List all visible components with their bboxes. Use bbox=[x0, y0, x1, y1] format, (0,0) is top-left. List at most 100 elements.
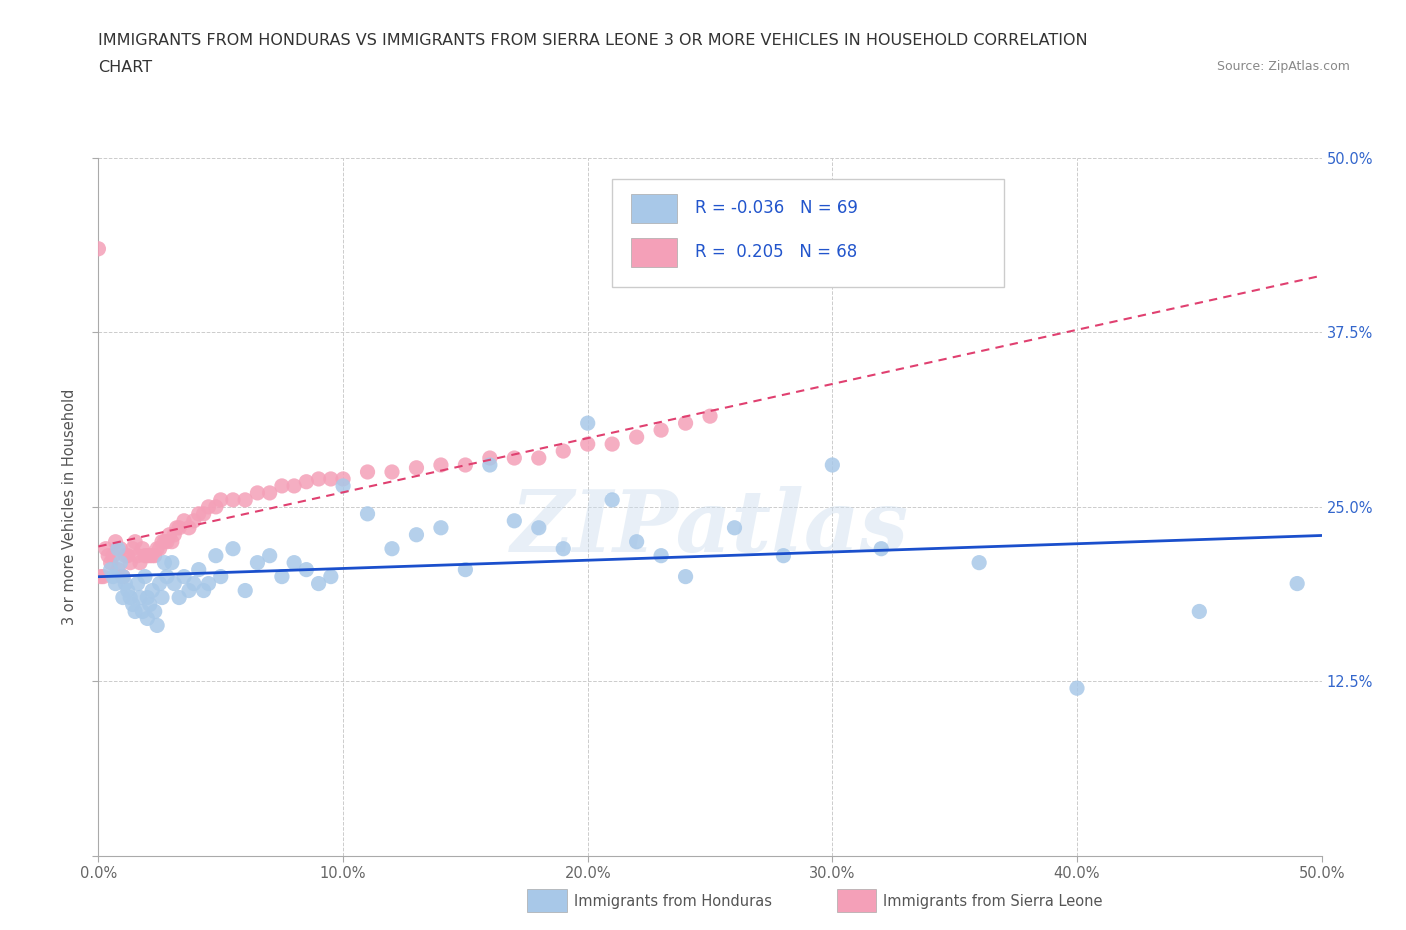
FancyBboxPatch shape bbox=[630, 193, 678, 223]
Point bbox=[405, 527, 427, 542]
Point bbox=[405, 460, 427, 475]
Point bbox=[97, 549, 120, 564]
Point bbox=[139, 597, 162, 612]
Point bbox=[160, 555, 183, 570]
Text: Immigrants from Sierra Leone: Immigrants from Sierra Leone bbox=[883, 894, 1102, 909]
Point bbox=[94, 541, 117, 556]
Point bbox=[111, 569, 134, 584]
Point bbox=[197, 499, 219, 514]
Point bbox=[114, 549, 136, 564]
Point bbox=[91, 569, 114, 584]
Point bbox=[107, 541, 129, 556]
Point bbox=[177, 521, 200, 536]
Point bbox=[295, 474, 318, 489]
Point bbox=[454, 562, 477, 577]
Point bbox=[187, 507, 209, 522]
Point bbox=[308, 472, 330, 486]
Point bbox=[111, 569, 134, 584]
Point bbox=[381, 541, 404, 556]
Point bbox=[157, 527, 180, 542]
Point bbox=[156, 534, 179, 549]
Point bbox=[150, 534, 173, 549]
Point bbox=[209, 493, 232, 508]
Point bbox=[183, 577, 205, 591]
Point bbox=[149, 541, 172, 556]
Text: Source: ZipAtlas.com: Source: ZipAtlas.com bbox=[1216, 60, 1350, 73]
Point bbox=[283, 479, 305, 494]
Point bbox=[222, 541, 245, 556]
Point bbox=[143, 604, 166, 619]
FancyBboxPatch shape bbox=[612, 179, 1004, 287]
Point bbox=[131, 541, 153, 556]
Point bbox=[149, 577, 172, 591]
Point bbox=[136, 591, 159, 605]
Point bbox=[104, 577, 127, 591]
Point bbox=[143, 549, 166, 564]
Point bbox=[430, 521, 453, 536]
Point bbox=[503, 513, 526, 528]
Point bbox=[121, 541, 143, 556]
Point bbox=[270, 569, 294, 584]
Point bbox=[295, 562, 318, 577]
Point bbox=[121, 597, 143, 612]
Text: R =  0.205   N = 68: R = 0.205 N = 68 bbox=[696, 244, 858, 261]
Point bbox=[332, 479, 354, 494]
Point bbox=[127, 577, 149, 591]
Point bbox=[772, 549, 794, 564]
Point bbox=[699, 409, 721, 424]
Point bbox=[205, 499, 228, 514]
Point bbox=[100, 555, 122, 570]
Point bbox=[381, 465, 404, 480]
Text: CHART: CHART bbox=[98, 60, 152, 75]
Point bbox=[1188, 604, 1211, 619]
Point bbox=[222, 493, 245, 508]
Point bbox=[527, 521, 550, 536]
Point bbox=[136, 611, 159, 626]
Point bbox=[626, 430, 648, 445]
Point bbox=[107, 562, 129, 577]
Point bbox=[156, 569, 179, 584]
Point bbox=[259, 485, 281, 500]
Point bbox=[356, 465, 378, 480]
Point bbox=[167, 521, 190, 536]
Point bbox=[104, 534, 127, 549]
Point bbox=[111, 569, 134, 584]
Point bbox=[87, 242, 110, 257]
Point bbox=[131, 604, 153, 619]
Point bbox=[233, 583, 256, 598]
Point bbox=[111, 591, 134, 605]
Point bbox=[173, 569, 195, 584]
Point bbox=[114, 577, 136, 591]
Point bbox=[120, 555, 142, 570]
Point bbox=[576, 416, 599, 431]
Point bbox=[134, 549, 156, 564]
Point bbox=[283, 555, 305, 570]
Point bbox=[576, 437, 599, 452]
Point bbox=[454, 458, 477, 472]
Point bbox=[167, 591, 190, 605]
Text: Immigrants from Honduras: Immigrants from Honduras bbox=[574, 894, 772, 909]
Point bbox=[139, 549, 162, 564]
Point bbox=[117, 583, 139, 598]
Point bbox=[675, 416, 697, 431]
Point bbox=[319, 472, 342, 486]
Point bbox=[141, 583, 163, 598]
Point bbox=[146, 618, 169, 633]
Point bbox=[600, 493, 623, 508]
Point bbox=[127, 549, 149, 564]
Point bbox=[723, 521, 745, 536]
Point bbox=[129, 555, 152, 570]
Point bbox=[187, 562, 209, 577]
Point bbox=[675, 569, 697, 584]
Point bbox=[270, 479, 294, 494]
Point bbox=[90, 569, 112, 584]
Point bbox=[163, 527, 186, 542]
Point bbox=[197, 577, 219, 591]
Point bbox=[870, 541, 893, 556]
Point bbox=[332, 472, 354, 486]
Point bbox=[150, 591, 173, 605]
Point bbox=[650, 549, 672, 564]
Point bbox=[821, 458, 844, 472]
Point bbox=[600, 437, 623, 452]
Point bbox=[478, 451, 501, 466]
